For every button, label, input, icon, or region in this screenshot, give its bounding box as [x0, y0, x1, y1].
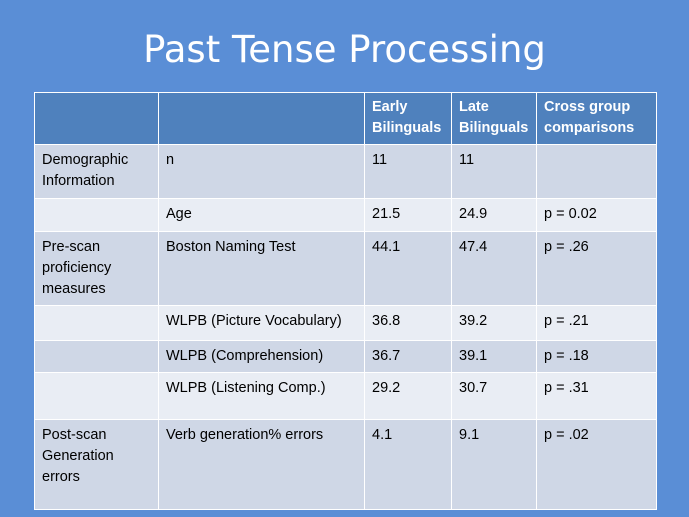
table-cell: Age	[158, 198, 365, 232]
table-cell: p = .31	[536, 372, 657, 420]
table-cell: p = 0.02	[536, 198, 657, 232]
header-cell	[34, 92, 159, 145]
header-cell	[158, 92, 365, 145]
header-early-bilinguals: Early Bilinguals	[364, 92, 452, 145]
table-cell: Pre-scan proficiency measures	[34, 231, 159, 306]
table-cell: p = .26	[536, 231, 657, 306]
slide-title: Past Tense Processing	[143, 28, 546, 71]
table-cell: 11	[451, 144, 537, 199]
table-cell: Verb generation% errors	[158, 419, 365, 510]
table-row: Demographic Information n 11 11	[34, 144, 657, 199]
table-row: WLPB (Picture Vocabulary) 36.8 39.2 p = …	[34, 305, 657, 341]
table-cell: Demographic Information	[34, 144, 159, 199]
table-cell: 30.7	[451, 372, 537, 420]
table-cell: WLPB (Picture Vocabulary)	[158, 305, 365, 341]
header-row: Early Bilinguals Late Bilinguals Cross g…	[34, 92, 657, 145]
table-cell: 36.8	[364, 305, 452, 341]
table-row: WLPB (Comprehension) 36.7 39.1 p = .18	[34, 340, 657, 373]
table-cell: p = .02	[536, 419, 657, 510]
table-cell: 21.5	[364, 198, 452, 232]
table-cell: n	[158, 144, 365, 199]
table-cell	[34, 198, 159, 232]
table-cell	[536, 144, 657, 199]
table-cell: 47.4	[451, 231, 537, 306]
table-cell: 36.7	[364, 340, 452, 373]
table-row: Age 21.5 24.9 p = 0.02	[34, 198, 657, 232]
table-cell: 39.1	[451, 340, 537, 373]
table-cell: Boston Naming Test	[158, 231, 365, 306]
table-row: Post-scan Generation errors Verb generat…	[34, 419, 657, 510]
table-cell	[34, 372, 159, 420]
header-late-bilinguals: Late Bilinguals	[451, 92, 537, 145]
table-cell: 9.1	[451, 419, 537, 510]
table-cell: 4.1	[364, 419, 452, 510]
data-table: Early Bilinguals Late Bilinguals Cross g…	[34, 92, 657, 510]
header-cross-group-comparisons: Cross group comparisons	[536, 92, 657, 145]
table-cell: p = .21	[536, 305, 657, 341]
table-cell: WLPB (Listening Comp.)	[158, 372, 365, 420]
table-cell: p = .18	[536, 340, 657, 373]
table-cell: 11	[364, 144, 452, 199]
table-cell: 39.2	[451, 305, 537, 341]
table-cell: 44.1	[364, 231, 452, 306]
table-cell	[34, 305, 159, 341]
table-cell: 29.2	[364, 372, 452, 420]
table-cell	[34, 340, 159, 373]
table-row: Pre-scan proficiency measures Boston Nam…	[34, 231, 657, 306]
table-cell: 24.9	[451, 198, 537, 232]
table-cell: WLPB (Comprehension)	[158, 340, 365, 373]
table-cell: Post-scan Generation errors	[34, 419, 159, 510]
table-row: WLPB (Listening Comp.) 29.2 30.7 p = .31	[34, 372, 657, 420]
